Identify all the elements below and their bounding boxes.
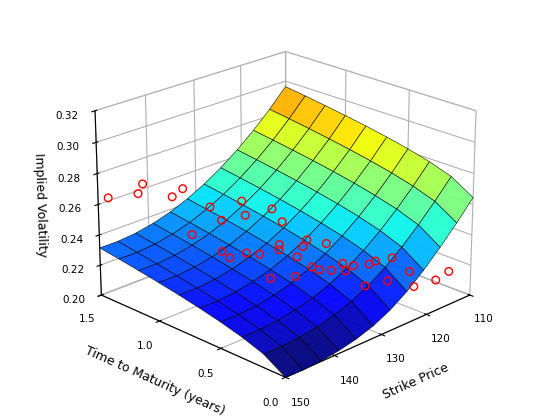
X-axis label: Strike Price: Strike Price: [381, 361, 451, 402]
Y-axis label: Time to Maturity (years): Time to Maturity (years): [83, 344, 227, 418]
